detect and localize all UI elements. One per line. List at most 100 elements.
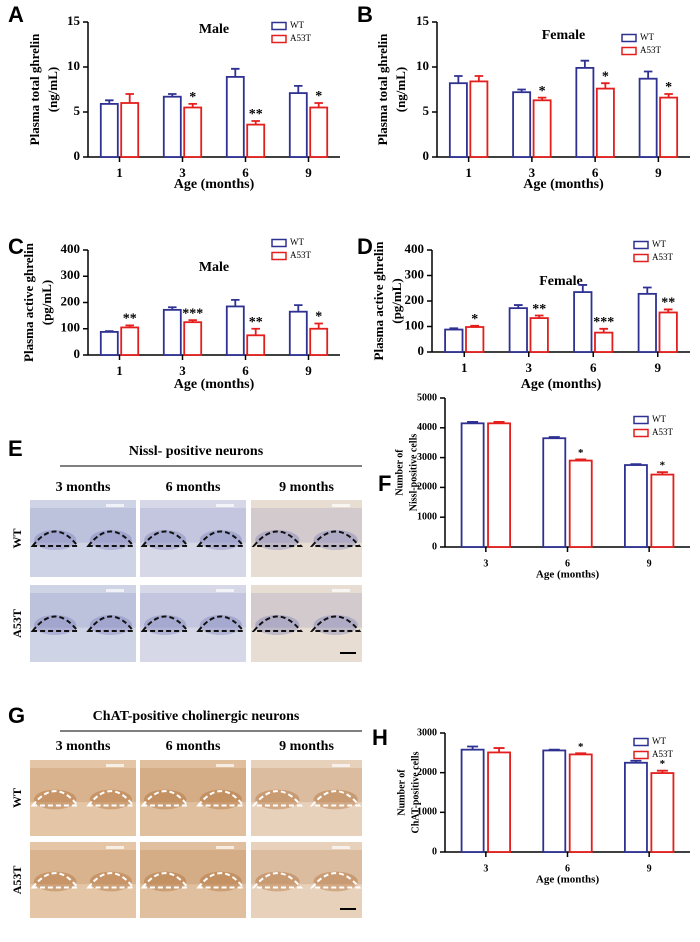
error-bar (474, 75, 484, 82)
error-bar (513, 304, 523, 309)
y-tick-label: 0 (74, 346, 81, 361)
bar (624, 464, 648, 548)
significance-label: * (315, 89, 322, 104)
scale-label (216, 589, 234, 592)
bar (183, 321, 203, 356)
significance-label: * (539, 84, 546, 99)
bar (573, 291, 593, 353)
tissue-band (140, 768, 246, 803)
error-bar (188, 103, 197, 108)
bar (225, 305, 245, 356)
y-tick-label: 0 (432, 846, 437, 857)
y-tick-label: 0 (432, 541, 437, 552)
x-axis-label: Age (months) (174, 177, 255, 192)
y-tick-label: 3000 (417, 452, 437, 463)
y-axis-label: Plasma active ghrelin (371, 241, 386, 361)
region-outline (251, 872, 304, 889)
x-tick-label: 3 (179, 363, 186, 378)
error-bar (534, 314, 544, 319)
x-tick-label: 3 (529, 165, 536, 180)
tissue-band (140, 593, 246, 628)
bar (120, 102, 140, 158)
micrograph (251, 760, 362, 836)
region-fill (199, 530, 243, 551)
error-bar (294, 85, 303, 94)
bar (658, 311, 678, 353)
tissue-band (30, 508, 136, 543)
legend-label: A53T (652, 749, 673, 759)
y-axis-label: (ng/mL) (393, 67, 408, 113)
x-tick-label: 6 (242, 165, 249, 180)
y-tick-label: 400 (61, 241, 81, 256)
y-tick-label: 200 (405, 292, 425, 307)
bar (624, 761, 648, 853)
x-tick-label: 3 (179, 165, 186, 180)
column-label: 6 months (166, 739, 221, 754)
y-tick-label: 10 (416, 58, 429, 73)
bar (487, 422, 511, 548)
legend-label: WT (652, 239, 666, 249)
micrograph (251, 585, 362, 662)
image-panel-title: ChAT-positive cholinergic neurons (93, 709, 300, 724)
x-tick-label: 6 (242, 363, 249, 378)
significance-label: * (189, 90, 196, 105)
error-bar (548, 436, 560, 439)
legend-swatch (633, 415, 649, 425)
micrograph (251, 500, 362, 577)
region-fill (33, 615, 77, 636)
y-tick-label: 1000 (417, 807, 437, 818)
region-outline (251, 790, 304, 807)
significance-label: * (660, 460, 666, 472)
bar (120, 326, 140, 356)
error-bar (643, 70, 653, 79)
y-tick-label: 400 (405, 241, 425, 256)
significance-label: ** (661, 296, 675, 311)
y-axis-label: Plasma total ghrelin (375, 33, 390, 145)
micrograph (140, 500, 246, 577)
column-label: 6 months (166, 480, 221, 495)
scale-label (216, 846, 234, 849)
bar (542, 749, 567, 853)
y-tick-label: 1000 (417, 511, 437, 522)
scale-label (216, 764, 234, 767)
error-bar (449, 327, 459, 330)
error-bar (294, 304, 303, 312)
error-bar (105, 99, 114, 104)
y-tick-label: 15 (67, 13, 81, 28)
bar (99, 330, 119, 356)
legend-label: WT (652, 736, 666, 746)
y-tick-label: 5 (423, 103, 430, 118)
bar (575, 67, 595, 158)
error-bar (231, 298, 240, 307)
x-axis-label: Age (months) (536, 874, 600, 886)
region-outline (309, 530, 362, 548)
region-outline (309, 615, 362, 633)
bar (460, 748, 485, 853)
micrograph (140, 585, 246, 662)
bar (162, 95, 182, 158)
significance-label: * (665, 80, 672, 95)
region-fill (33, 530, 77, 551)
bar (309, 106, 329, 158)
significance-label: * (315, 310, 322, 325)
tissue-band (30, 593, 136, 628)
y-axis-label: Nissl-positive cells (408, 434, 419, 512)
bar (542, 437, 567, 548)
error-bar (578, 284, 588, 293)
bar (225, 76, 245, 158)
error-bar (188, 319, 197, 323)
error-bar (548, 748, 560, 751)
region-outline (309, 872, 362, 889)
y-tick-label: 200 (61, 293, 81, 308)
error-bar (656, 471, 668, 475)
error-bar (656, 769, 668, 774)
significance-label: * (578, 741, 584, 753)
tissue-band (251, 768, 362, 803)
error-bar (517, 88, 526, 93)
region-outline (309, 790, 362, 807)
x-tick-label: 6 (565, 863, 570, 874)
legend-swatch (271, 21, 287, 31)
bar (246, 334, 266, 356)
panel-letter: A (8, 2, 24, 27)
y-tick-label: 100 (405, 317, 425, 332)
